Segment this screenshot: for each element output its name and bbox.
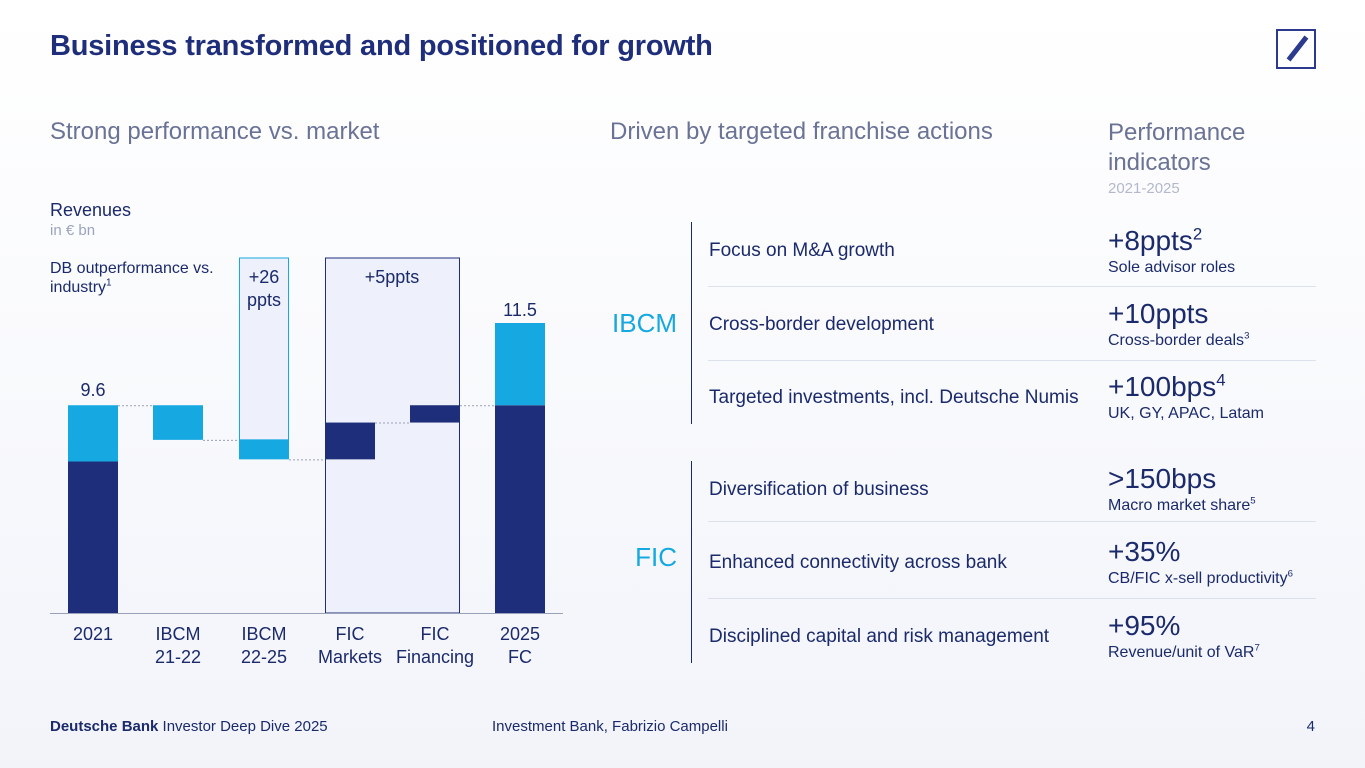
x-tick-label: FC — [508, 647, 532, 667]
action-fic-3: Disciplined capital and risk management — [709, 626, 1050, 647]
action-ibcm-3: Targeted investments, incl. Deutsche Num… — [709, 387, 1079, 408]
subtext-fic-3: Revenue/unit of VaR7 — [1108, 642, 1260, 662]
subtext-footnote: 6 — [1287, 568, 1293, 580]
outperformance-label-ibcm: ppts — [247, 290, 281, 310]
x-tick-label: FIC — [336, 624, 365, 644]
indicator-footnote: 4 — [1216, 370, 1226, 390]
action-fic-2: Enhanced connectivity across bank — [709, 552, 1007, 573]
x-tick-label: 2025 — [500, 624, 540, 644]
indicator-value: +10ppts — [1108, 298, 1209, 329]
footer-presenter: Investment Bank, Fabrizio Campelli — [492, 718, 728, 735]
subtext-footnote: 7 — [1254, 642, 1260, 654]
indicator-value: +35% — [1108, 536, 1181, 567]
x-tick-label: 21-22 — [155, 647, 201, 667]
x-tick-label: IBCM — [242, 624, 287, 644]
indicator-ibcm-2: +10ppts — [1108, 299, 1208, 329]
value-label-2021: 9.6 — [80, 380, 105, 400]
bar-2021-ibcm — [68, 405, 118, 462]
indicator-fic-3: +95% — [1108, 611, 1180, 641]
bar-2025-ibcm — [495, 323, 545, 406]
performance-heading: Performance indicators — [1108, 119, 1246, 176]
row-separator — [708, 360, 1316, 361]
subtext-value: CB/FIC x-sell productivity — [1108, 570, 1288, 587]
x-tick-label: Financing — [396, 647, 474, 667]
subtext-value: Cross-border deals — [1108, 332, 1245, 349]
deutsche-bank-logo — [1276, 29, 1316, 69]
bar-fic-financing — [410, 405, 460, 423]
bar-ibcm-22-25 — [239, 439, 289, 460]
indicator-value: +100bps — [1108, 371, 1217, 402]
subtext-footnote: 3 — [1244, 330, 1250, 342]
subtext-ibcm-2: Cross-border deals3 — [1108, 330, 1250, 350]
row-separator — [708, 286, 1316, 287]
segment-label-ibcm: IBCM — [612, 308, 677, 338]
subtext-value: Macro market share — [1108, 497, 1251, 514]
indicator-ibcm-3: +100bps4 — [1108, 372, 1226, 402]
footer-event: Investor Deep Dive 2025 — [162, 718, 328, 735]
bar-fic-markets — [325, 422, 375, 460]
indicator-value: +8ppts — [1108, 225, 1193, 256]
footer-brand: Deutsche Bank Investor Deep Dive 2025 — [50, 718, 328, 735]
bar-ibcm-21-22 — [153, 405, 203, 440]
indicator-footnote: 2 — [1192, 224, 1203, 244]
middle-section-heading: Driven by targeted franchise actions — [610, 118, 993, 145]
outperformance-footnote: 1 — [106, 277, 112, 289]
outperformance-label-ibcm: +26 — [249, 267, 280, 287]
outperformance-text: DB outperformance vs. industry — [50, 260, 214, 296]
action-ibcm-1: Focus on M&A growth — [709, 240, 895, 261]
segment-label-fic: FIC — [635, 542, 677, 572]
outperformance-label: DB outperformance vs. industry1 — [50, 259, 230, 297]
subtext-value: Revenue/unit of VaR — [1108, 644, 1255, 661]
outperformance-box-ibcm — [239, 257, 289, 441]
bar-2025-fic — [495, 405, 545, 613]
indicator-fic-2: +35% — [1108, 537, 1180, 567]
indicator-value: >150bps — [1108, 463, 1217, 494]
subtext-value: Sole advisor roles — [1108, 259, 1236, 276]
indicator-ibcm-1: +8ppts2 — [1108, 226, 1202, 256]
revenue-waterfall-chart: 9.6 11.5 +26 ppts +5ppts 2021 IBCM 21-22 IBCM 22-… — [50, 257, 563, 667]
subtext-fic-2: CB/FIC x-sell productivity6 — [1108, 568, 1293, 588]
action-ibcm-2: Cross-border development — [709, 314, 934, 335]
subtext-fic-1: Macro market share5 — [1108, 495, 1256, 515]
subtext-value: UK, GY, APAC, Latam — [1108, 405, 1264, 422]
page-number: 4 — [1306, 718, 1315, 735]
x-tick-label: FIC — [421, 624, 450, 644]
ibcm-divider — [691, 222, 692, 424]
x-tick-label: 2021 — [73, 624, 113, 644]
indicator-value: +95% — [1108, 610, 1181, 641]
subtext-ibcm-1: Sole advisor roles — [1108, 259, 1235, 277]
subtext-footnote: 5 — [1250, 495, 1256, 507]
revenues-unit: in € bn — [50, 222, 96, 239]
value-label-2025: 11.5 — [503, 300, 537, 320]
x-tick-label: Markets — [318, 647, 382, 667]
performance-years: 2021-2025 — [1108, 180, 1180, 197]
bar-2021-fic — [68, 461, 118, 613]
footer-brand-name: Deutsche Bank — [50, 718, 159, 735]
indicator-fic-1: >150bps — [1108, 464, 1216, 494]
left-section-heading: Strong performance vs. market — [50, 118, 380, 145]
x-tick-label: IBCM — [156, 624, 201, 644]
row-separator — [708, 521, 1316, 522]
x-tick-label: 22-25 — [241, 647, 287, 667]
page-title: Business transformed and positioned for … — [50, 30, 713, 62]
subtext-ibcm-3: UK, GY, APAC, Latam — [1108, 405, 1264, 423]
row-separator — [708, 598, 1316, 599]
outperformance-label-fic: +5ppts — [365, 267, 420, 287]
fic-divider — [691, 461, 692, 663]
action-fic-1: Diversification of business — [709, 479, 929, 500]
revenues-label: Revenues — [50, 200, 132, 220]
